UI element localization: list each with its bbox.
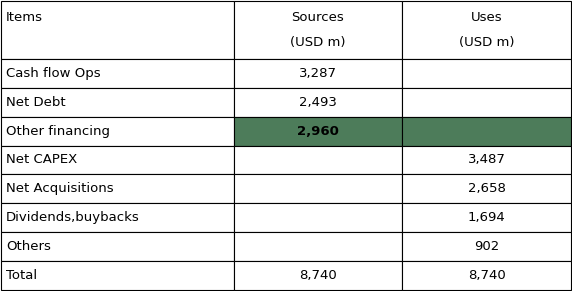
- Bar: [402, 117, 571, 146]
- Bar: [402, 59, 571, 88]
- Text: 3,287: 3,287: [299, 67, 337, 80]
- Bar: [233, 1, 402, 59]
- Text: 902: 902: [474, 240, 499, 253]
- Bar: [1, 174, 233, 203]
- Bar: [402, 203, 571, 232]
- Text: (USD m): (USD m): [290, 36, 345, 49]
- Text: Cash flow Ops: Cash flow Ops: [6, 67, 101, 80]
- Bar: [233, 261, 402, 290]
- Text: Sources: Sources: [292, 11, 344, 24]
- Bar: [1, 1, 233, 59]
- Bar: [402, 146, 571, 174]
- Text: 2,960: 2,960: [297, 125, 339, 138]
- Text: Items: Items: [6, 11, 43, 24]
- Text: 2,658: 2,658: [468, 182, 506, 195]
- Bar: [233, 146, 402, 174]
- Bar: [1, 117, 233, 146]
- Text: Net Acquisitions: Net Acquisitions: [6, 182, 114, 195]
- Text: Net CAPEX: Net CAPEX: [6, 153, 77, 166]
- Text: 8,740: 8,740: [468, 269, 506, 282]
- Text: 1,694: 1,694: [468, 211, 506, 224]
- Bar: [233, 88, 402, 117]
- Text: Others: Others: [6, 240, 51, 253]
- Text: (USD m): (USD m): [459, 36, 514, 49]
- Bar: [1, 146, 233, 174]
- Text: Uses: Uses: [471, 11, 502, 24]
- Bar: [402, 88, 571, 117]
- Bar: [1, 59, 233, 88]
- Bar: [233, 59, 402, 88]
- Bar: [402, 232, 571, 261]
- Text: 2,493: 2,493: [299, 96, 337, 109]
- Bar: [1, 88, 233, 117]
- Bar: [402, 174, 571, 203]
- Text: 8,740: 8,740: [299, 269, 337, 282]
- Text: Other financing: Other financing: [6, 125, 110, 138]
- Bar: [233, 232, 402, 261]
- Bar: [233, 203, 402, 232]
- Bar: [402, 1, 571, 59]
- Bar: [233, 117, 402, 146]
- Bar: [233, 174, 402, 203]
- Text: Total: Total: [6, 269, 37, 282]
- Bar: [1, 261, 233, 290]
- Text: Net Debt: Net Debt: [6, 96, 66, 109]
- Bar: [402, 261, 571, 290]
- Bar: [1, 203, 233, 232]
- Text: 3,487: 3,487: [468, 153, 506, 166]
- Text: Dividends,buybacks: Dividends,buybacks: [6, 211, 140, 224]
- Bar: [1, 232, 233, 261]
